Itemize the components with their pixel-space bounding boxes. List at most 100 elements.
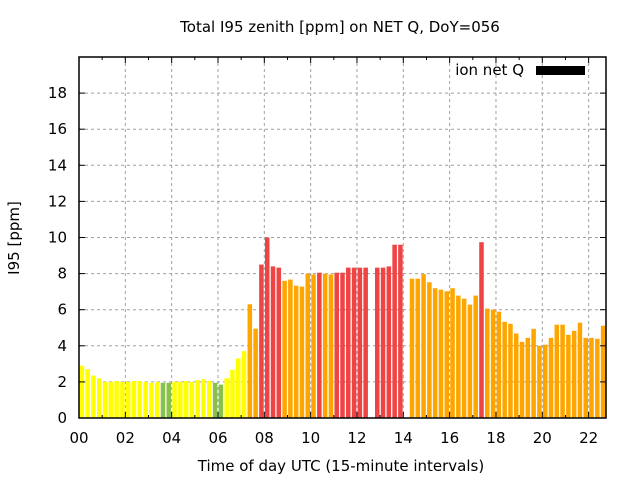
bar-0 [79,365,85,418]
bar-80 [554,324,560,418]
bar-28 [241,351,247,418]
bar-27 [236,358,241,418]
bar-73 [513,333,519,418]
bar-88 [600,325,606,418]
y-tick-label: 16 [48,120,67,138]
bar-17 [178,381,183,418]
bar-36 [288,279,293,418]
bar-47 [351,267,357,418]
bar-25 [224,378,229,418]
bar-37 [293,285,299,418]
bar-86 [589,337,594,418]
bar-56 [415,278,421,418]
bar-7 [120,381,125,418]
bar-26 [230,369,235,418]
bar-70 [496,311,502,418]
x-tick-label: 14 [394,429,413,447]
x-tick-label: 04 [162,429,181,447]
x-tick-label: 08 [255,429,274,447]
bar-65 [467,304,473,418]
x-tick-label: 06 [208,429,227,447]
bar-71 [502,321,507,418]
bar-16 [172,381,177,418]
bar-22 [207,381,212,418]
x-tick-label: 20 [533,429,552,447]
bar-49 [363,267,368,418]
bar-62 [450,288,455,418]
bar-6 [114,381,119,418]
bar-33 [270,266,276,418]
bar-46 [346,267,351,418]
y-tick-label: 8 [57,265,67,283]
grid-layer [79,57,606,418]
x-tick-label: 16 [440,429,459,447]
bar-83 [571,330,577,418]
bar-77 [537,345,542,418]
bar-19 [189,381,195,418]
x-tick-label: 18 [486,429,505,447]
x-tick-label: 02 [116,429,135,447]
y-tick-label: 12 [48,192,67,210]
bar-52 [386,266,392,418]
y-tick-label: 14 [48,156,67,174]
bar-29 [247,304,253,418]
bar-60 [438,289,444,418]
bars-layer [79,237,606,418]
bar-54 [398,244,403,418]
y-tick-label: 2 [57,373,67,391]
bar-76 [531,328,536,418]
bar-87 [595,338,600,418]
bar-35 [282,280,287,418]
bar-51 [380,267,386,418]
bar-21 [201,379,206,418]
bar-57 [421,274,426,418]
bar-18 [183,381,189,418]
bar-41 [317,272,322,418]
bar-5 [108,381,114,418]
bar-72 [508,323,513,418]
bar-31 [259,264,264,418]
bar-30 [253,328,258,418]
chart-title: Total I95 zenith [ppm] on NET Q, DoY=056 [179,18,500,36]
bar-50 [374,267,380,418]
bar-24 [218,384,224,418]
bar-9 [131,381,137,418]
legend-label: ion net Q [455,61,524,79]
bar-44 [334,272,339,418]
bar-13 [154,381,160,418]
bar-39 [305,273,311,418]
x-tick-label: 10 [301,429,320,447]
bar-66 [473,295,478,418]
bar-34 [276,267,282,418]
bar-78 [542,344,548,418]
bar-42 [322,273,328,418]
y-tick-label: 4 [57,337,67,355]
bar-64 [461,298,467,418]
bar-32 [264,237,270,418]
legend: ion net Q [455,61,585,79]
x-axis-label: Time of day UTC (15-minute intervals) [197,457,484,475]
bar-40 [311,274,316,418]
bar-23 [212,382,218,418]
bar-63 [456,295,461,418]
bar-12 [149,382,154,418]
bar-48 [357,267,363,418]
x-tick-label: 22 [579,429,598,447]
x-tick-label: 12 [347,429,366,447]
bar-2 [91,375,96,418]
bar-53 [392,244,397,418]
y-tick-label: 6 [57,301,67,319]
y-tick-label: 0 [57,409,67,427]
y-tick-label: 10 [48,229,67,247]
bar-75 [525,337,531,418]
bar-68 [485,308,490,418]
legend-swatch [536,66,585,75]
y-tick-label: 18 [48,84,67,102]
bar-11 [143,381,148,418]
bar-8 [125,381,131,418]
bar-55 [409,278,415,418]
bar-82 [566,334,571,418]
bar-10 [137,381,143,418]
